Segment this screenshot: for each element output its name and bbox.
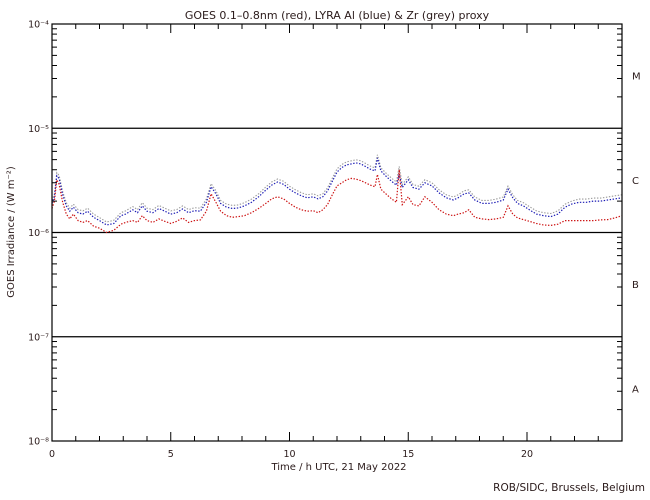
x-tick-label: 10 bbox=[283, 449, 295, 460]
y-tick-label: 10⁻⁶ bbox=[28, 228, 49, 239]
y-tick-labels: 10⁻⁴ 10⁻⁵ 10⁻⁶ 10⁻⁷ 10⁻⁸ bbox=[28, 20, 49, 448]
flare-class-label-B: B bbox=[632, 280, 639, 291]
y-tick-label: 10⁻⁸ bbox=[28, 437, 49, 448]
series-blue bbox=[51, 157, 623, 226]
y-axis-label: GOES Irradiance / (W m⁻²) bbox=[6, 166, 17, 298]
x-axis-ticks bbox=[51, 24, 623, 441]
y-tick-label: 10⁻⁴ bbox=[28, 20, 49, 31]
series-lines bbox=[51, 154, 623, 234]
chart-title: GOES 0.1–0.8nm (red), LYRA Al (blue) & Z… bbox=[185, 9, 490, 22]
flare-class-label-C: C bbox=[632, 176, 639, 187]
y-axis-ticks bbox=[52, 28, 622, 411]
y-tick-label: 10⁻⁷ bbox=[28, 332, 49, 343]
y-tick-label: 10⁻⁵ bbox=[28, 124, 49, 135]
x-tick-label: 20 bbox=[521, 449, 533, 460]
series-grey bbox=[51, 154, 623, 223]
x-tick-label: 5 bbox=[168, 449, 174, 460]
flare-class-label-M: M bbox=[632, 72, 641, 83]
x-axis-label: Time / h UTC, 21 May 2022 bbox=[270, 462, 406, 473]
flare-class-label-A: A bbox=[632, 384, 639, 395]
flare-class-labels: M C B A bbox=[632, 72, 641, 396]
x-tick-label: 15 bbox=[402, 449, 414, 460]
credit-footer: ROB/SIDC, Brussels, Belgium bbox=[493, 482, 645, 494]
series-red bbox=[51, 169, 623, 234]
x-tick-label: 0 bbox=[49, 449, 55, 460]
decade-gridlines bbox=[52, 127, 622, 338]
x-tick-labels: 0 5 10 15 20 bbox=[49, 449, 533, 460]
